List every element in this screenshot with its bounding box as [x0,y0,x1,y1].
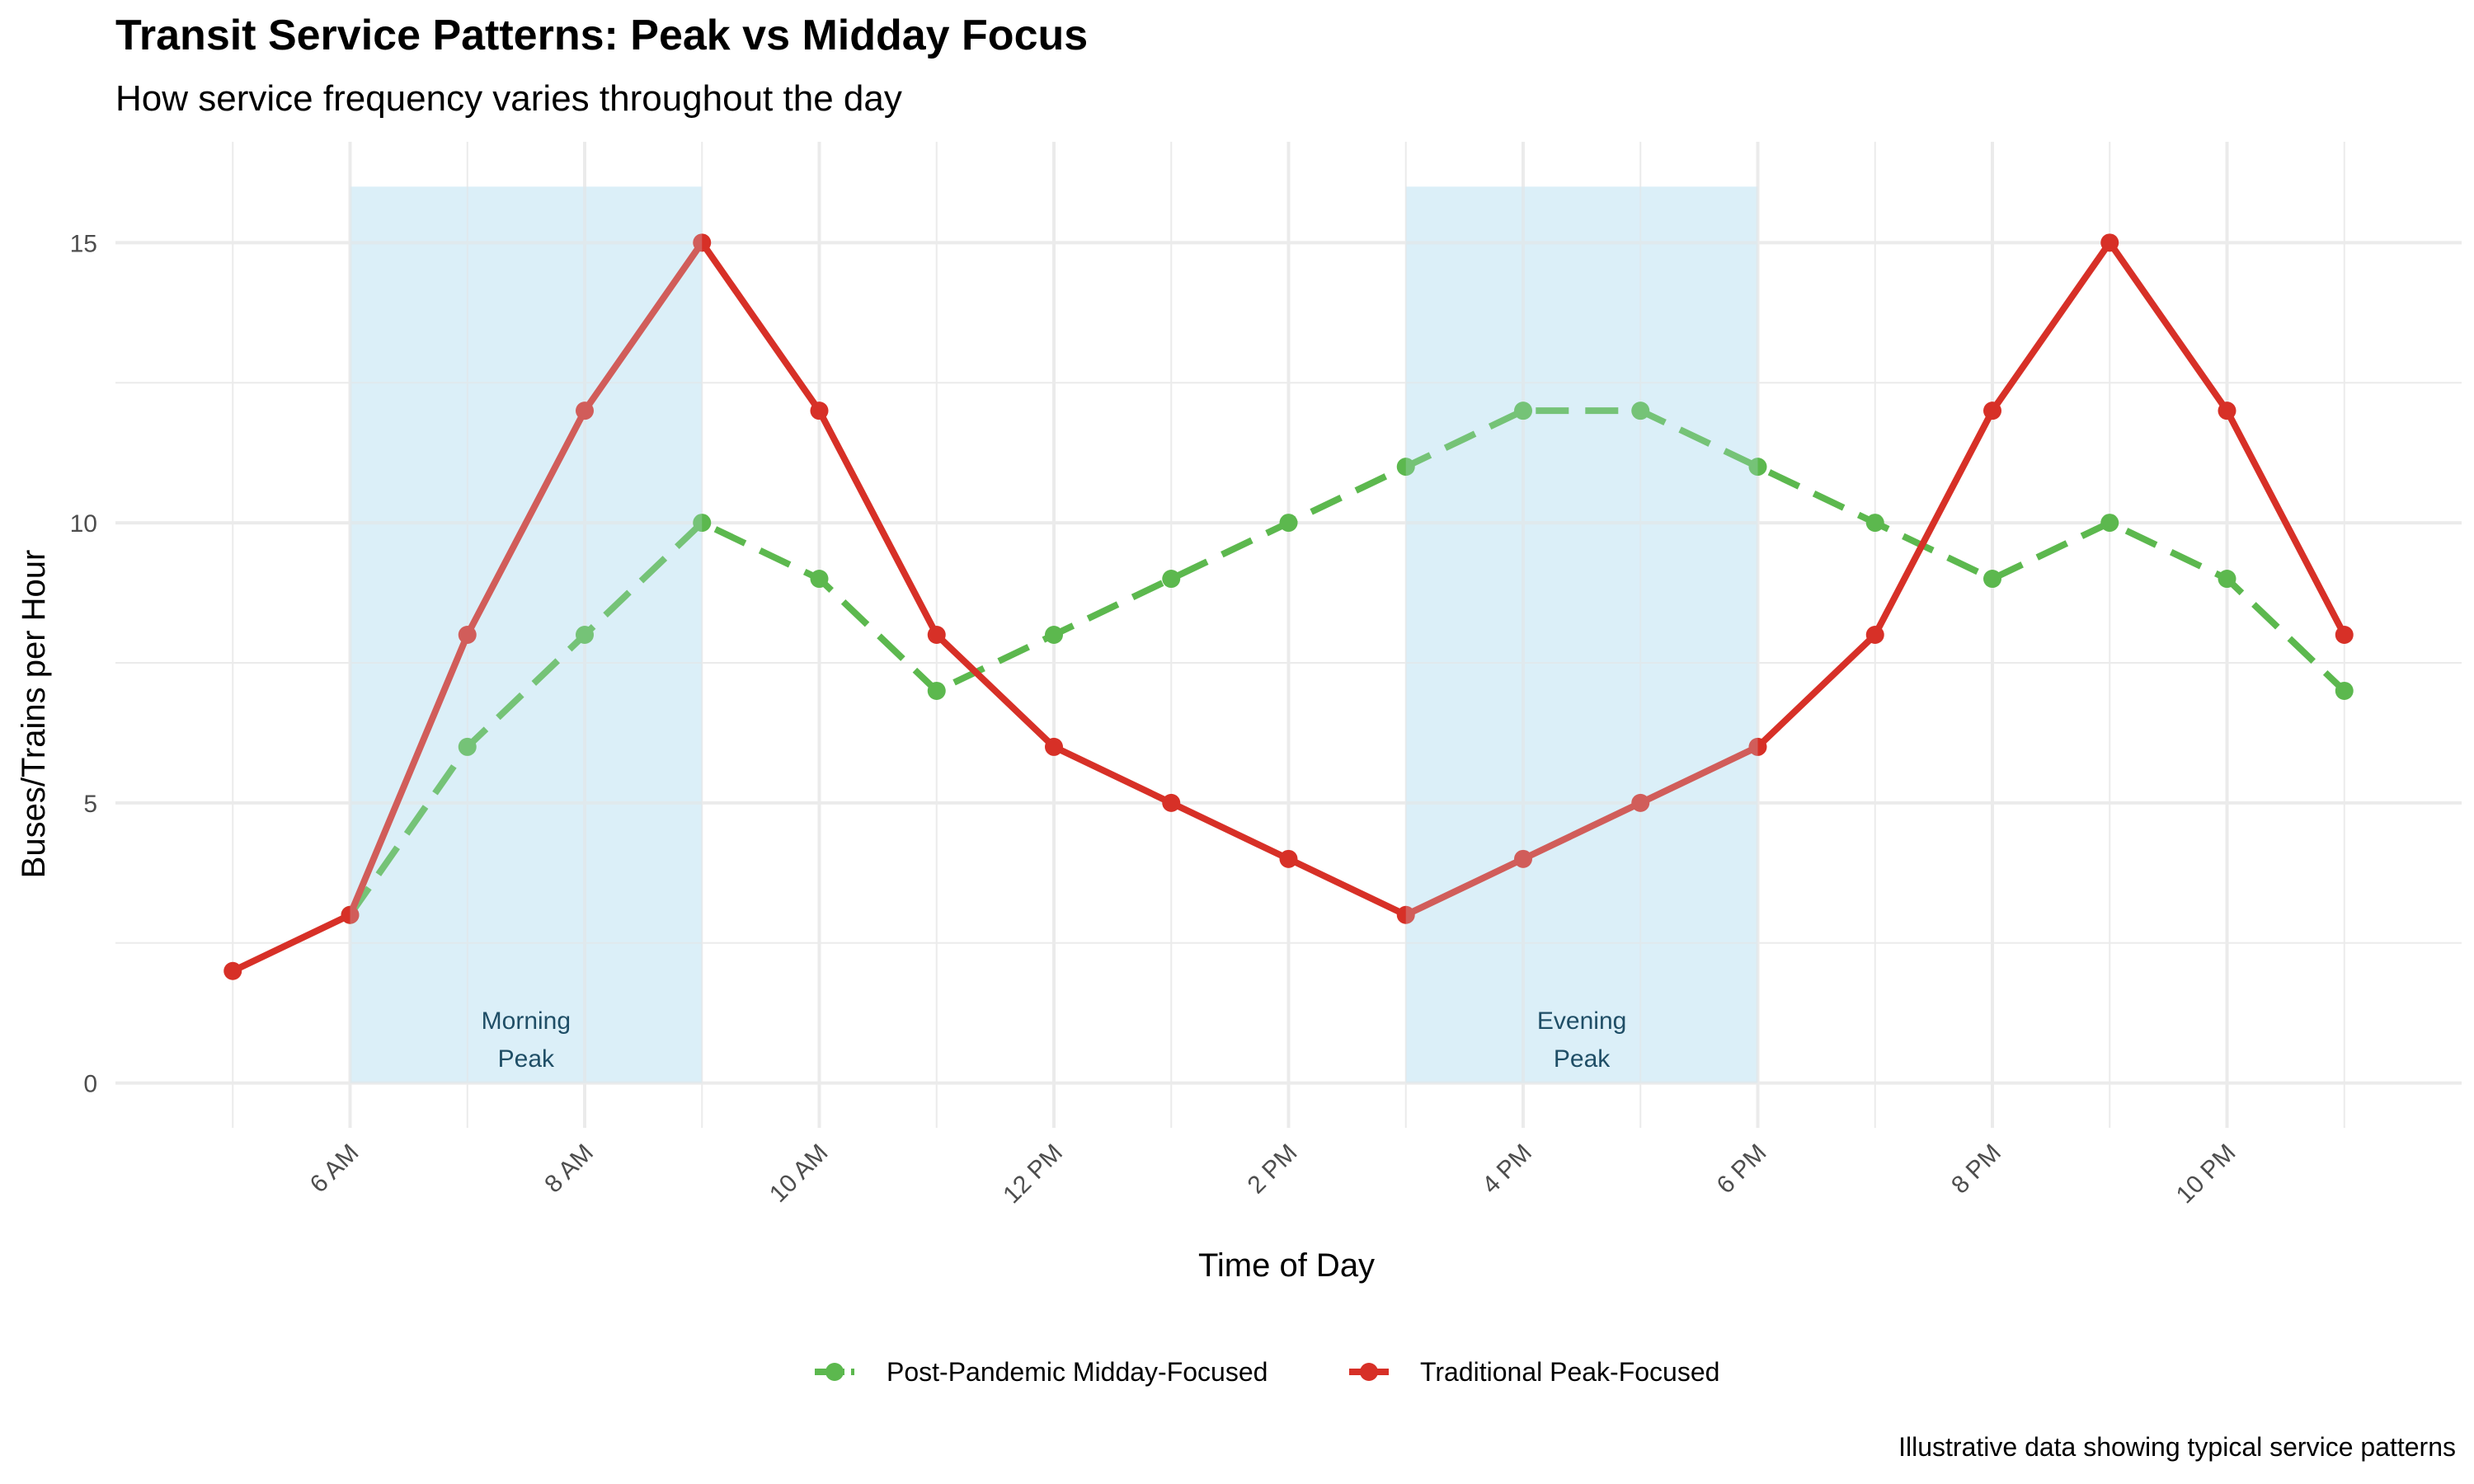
data-point [1748,737,1767,756]
legend-key-point-0 [825,1363,844,1381]
data-point [927,626,946,644]
data-point [2335,626,2354,644]
data-point [223,961,242,980]
chart-title: Transit Service Patterns: Peak vs Midday… [115,12,1088,59]
data-point [1631,402,1650,420]
peak-band-label-1-1: Peak [1554,1045,1611,1073]
data-point [2335,681,2354,700]
y-tick-label: 10 [70,510,97,538]
peak-band-label-1-0: Evening [1537,1007,1626,1035]
legend-label-1: Traditional Peak-Focused [1420,1357,1719,1387]
data-point [1514,402,1532,420]
peak-band-1 [1405,186,1758,1083]
data-point [693,233,712,252]
x-axis-title: Time of Day [1198,1247,1375,1284]
data-point [458,737,477,756]
y-axis-title: Buses/Trains per Hour [16,550,52,879]
data-point [693,514,712,533]
data-point [2100,514,2119,533]
chart-subtitle: How service frequency varies throughout … [115,78,902,119]
data-point [576,402,594,420]
data-point [1396,905,1415,924]
peak-band-label-0-1: Peak [498,1045,555,1073]
data-point [1748,458,1767,477]
legend-item-0: Post-Pandemic Midday-Focused [815,1357,1268,1387]
y-tick-label: 15 [70,230,97,257]
data-point [1631,793,1650,812]
legend-label-0: Post-Pandemic Midday-Focused [887,1357,1268,1387]
data-point [927,681,946,700]
peak-band-overlay-0 [350,186,703,1083]
band-labels: Morning Peak Evening Peak [482,1007,1627,1073]
y-axis-ticks: 0 5 10 15 [70,230,97,1097]
data-point [2218,402,2236,420]
series-line-0 [347,407,2347,918]
data-point [1045,737,1063,756]
peak-band-label-0-0: Morning [482,1007,571,1035]
data-point [1045,626,1063,644]
series-layer [223,186,2354,1083]
series-1 [223,233,2354,980]
data-point [576,626,594,644]
data-point [1279,514,1298,533]
data-point [458,626,477,644]
y-tick-label: 0 [83,1071,97,1098]
y-tick-label: 5 [83,791,97,818]
data-point [1162,570,1181,589]
legend-key-point-1 [1360,1363,1378,1381]
data-point [1279,849,1298,868]
data-point [1865,626,1884,644]
data-point [810,402,829,420]
data-point [1865,514,1884,533]
legend: Post-Pandemic Midday-Focused Traditional … [815,1357,1719,1387]
peak-bands [350,186,1758,1083]
data-point [1396,458,1415,477]
data-point [2100,233,2119,252]
legend-item-1: Traditional Peak-Focused [1349,1357,1719,1387]
peak-band-0 [350,186,703,1083]
data-point [1983,402,2001,420]
data-point [1983,570,2001,589]
data-point [1162,793,1181,812]
data-point [810,570,829,589]
chart-caption: Illustrative data showing typical servic… [1898,1432,2456,1462]
data-point [2218,570,2236,589]
peak-band-overlay-1 [1405,186,1758,1083]
series-0 [341,402,2354,924]
data-point [341,905,360,924]
data-point [1514,849,1532,868]
